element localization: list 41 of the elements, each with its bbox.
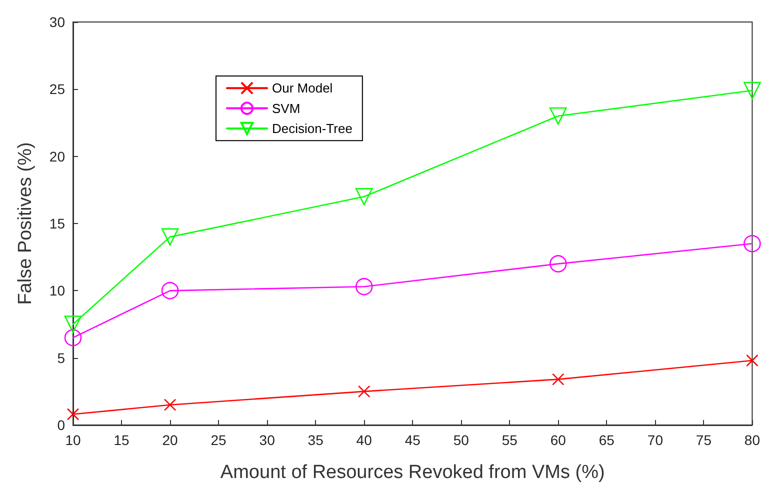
y-tick-label: 30 [49,14,66,30]
legend-label: Decision-Tree [272,121,352,136]
point [744,235,761,252]
point [66,408,80,420]
x-tick-label: 70 [647,432,664,448]
point [161,282,179,300]
x-tick-label: 40 [356,432,372,448]
point [550,107,567,125]
point [64,329,82,346]
x-tick-label: 80 [744,432,760,448]
x-tick-label: 15 [114,432,130,448]
y-tick-label: 0 [57,417,66,433]
point [355,188,373,206]
x-tick-label: 45 [404,432,421,448]
x-tick-label: 60 [550,432,566,448]
x-tick-label: 35 [308,432,324,448]
point [164,398,176,411]
x-tick-label: 25 [210,432,227,448]
y-tick-label: 10 [49,282,66,299]
legend-label: Our Model [272,80,333,96]
point [552,373,564,386]
legend-label: SVM [272,100,300,116]
y-tick-label: 20 [49,148,66,164]
x-tick-label: 75 [696,432,712,448]
point [64,316,82,333]
point [550,255,567,272]
point [355,278,373,296]
y-tick-label: 5 [57,350,66,366]
x-tick-label: 50 [453,432,470,448]
x-tick-label: 20 [162,432,178,448]
point [161,228,179,246]
x-tick-label: 30 [259,432,276,448]
y-tick-label: 15 [49,216,66,232]
y-axis-title: False Positives (%) [15,142,36,305]
point [744,82,761,100]
x-tick-label: 55 [502,432,518,448]
y-tick-label: 25 [49,81,66,98]
x-axis-title: Amount of Resources Revoked from VMs (%) [220,462,605,483]
x-tick-label: 65 [598,432,615,448]
point [358,385,370,398]
point [746,354,758,367]
